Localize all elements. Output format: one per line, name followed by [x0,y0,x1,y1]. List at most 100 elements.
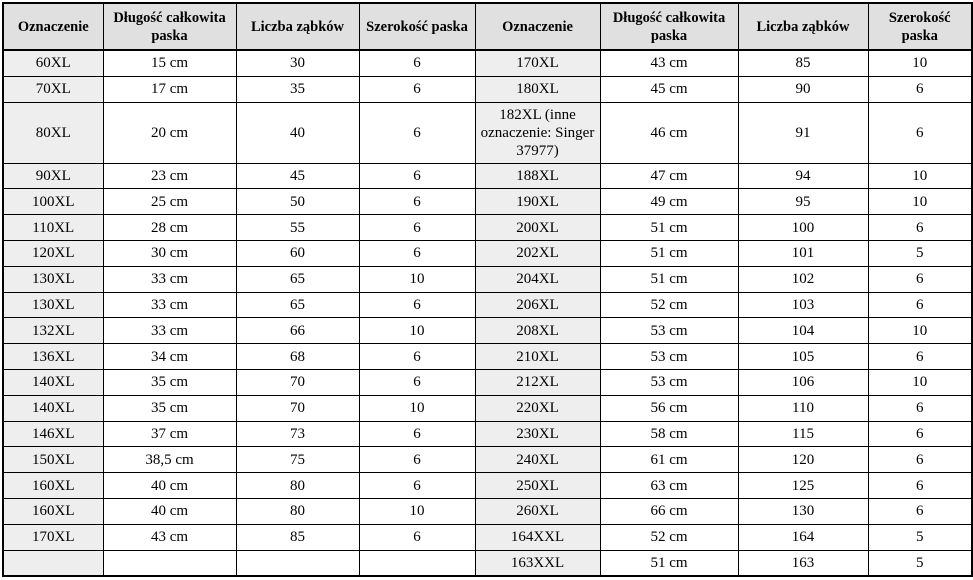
cell-dlugosc: 28 cm [102,214,237,241]
cell-oznaczenie: 182XL (inne oznaczenie: Singer 37977) [474,101,601,164]
column-header-liczba-zabkow: Liczba ząbków [235,2,360,51]
cell-szerokosc: 6 [358,291,476,319]
table-row: 110XL 28 cm 55 6 200XL 51 cm 100 6 [2,214,973,241]
table-row: 80XL 20 cm 40 6 182XL (inne oznaczenie: Sing… [2,101,973,164]
cell-szerokosc: 10 [358,265,476,293]
cell-dlugosc: 43 cm [102,523,237,551]
cell-liczba-zabkow: 100 [737,214,869,241]
cell-dlugosc: 49 cm [599,188,739,216]
cell-dlugosc: 37 cm [102,420,237,448]
cell-liczba-zabkow: 80 [235,472,360,499]
cell-oznaczenie: 212XL [474,368,601,396]
cell-szerokosc: 6 [867,497,973,525]
table-row: 60XL 15 cm 30 6 170XL 43 cm 85 10 [2,49,973,77]
cell-szerokosc: 6 [358,214,476,241]
cell-dlugosc: 35 cm [102,368,237,396]
cell-dlugosc: 61 cm [599,446,739,474]
cell-dlugosc: 20 cm [102,101,237,164]
cell-oznaczenie: 220XL [474,394,601,422]
cell-szerokosc: 6 [867,265,973,293]
cell-oznaczenie: 80XL [2,101,104,164]
cell-oznaczenie: 210XL [474,343,601,370]
column-header-dlugosc: Długość całkowita paska [102,2,237,51]
cell-liczba-zabkow: 91 [737,101,869,164]
cell-szerokosc: 6 [867,214,973,241]
cell-liczba-zabkow: 75 [235,446,360,474]
cell-oznaczenie: 230XL [474,420,601,448]
cell-dlugosc: 33 cm [102,291,237,319]
column-header-oznaczenie: Oznaczenie [2,2,104,51]
table-row: 136XL 34 cm 68 6 210XL 53 cm 105 6 [2,343,973,370]
cell-oznaczenie: 150XL [2,446,104,474]
table-row: 160XL 40 cm 80 10 260XL 66 cm 130 6 [2,497,973,525]
cell-szerokosc: 10 [358,317,476,345]
cell-oznaczenie: 250XL [474,472,601,499]
cell-dlugosc: 53 cm [599,368,739,396]
cell-oznaczenie: 130XL [2,291,104,319]
cell-dlugosc: 63 cm [599,472,739,499]
table-row: 163XXL 51 cm 163 5 [2,549,973,577]
table-row: 100XL 25 cm 50 6 190XL 49 cm 95 10 [2,188,973,216]
column-header-szerokosc: Szerokość paska [358,2,476,51]
cell-dlugosc: 15 cm [102,49,237,77]
cell-liczba-zabkow: 125 [737,472,869,499]
table-row: 90XL 23 cm 45 6 188XL 47 cm 94 10 [2,162,973,190]
cell-szerokosc: 6 [867,394,973,422]
cell-dlugosc: 35 cm [102,394,237,422]
cell-oznaczenie: 120XL [2,239,104,267]
cell-szerokosc: 6 [358,49,476,77]
cell-liczba-zabkow: 90 [737,75,869,103]
cell-dlugosc: 51 cm [599,265,739,293]
cell-szerokosc: 6 [358,472,476,499]
cell-szerokosc: 6 [358,239,476,267]
cell-dlugosc: 51 cm [599,239,739,267]
cell-dlugosc: 52 cm [599,523,739,551]
cell-oznaczenie: 204XL [474,265,601,293]
table-row: 146XL 37 cm 73 6 230XL 58 cm 115 6 [2,420,973,448]
cell-szerokosc: 6 [867,101,973,164]
table-row: 170XL 43 cm 85 6 164XXL 52 cm 164 5 [2,523,973,551]
cell-szerokosc [358,549,476,577]
cell-szerokosc: 6 [358,446,476,474]
cell-liczba-zabkow: 164 [737,523,869,551]
cell-liczba-zabkow: 73 [235,420,360,448]
table-row: 70XL 17 cm 35 6 180XL 45 cm 90 6 [2,75,973,103]
cell-szerokosc: 6 [358,188,476,216]
cell-oznaczenie: 164XXL [474,523,601,551]
cell-szerokosc: 5 [867,549,973,577]
column-header-szerokosc: Szerokość paska [867,2,973,51]
cell-szerokosc: 6 [867,472,973,499]
cell-liczba-zabkow: 50 [235,188,360,216]
cell-liczba-zabkow: 80 [235,497,360,525]
cell-liczba-zabkow: 163 [737,549,869,577]
cell-dlugosc: 56 cm [599,394,739,422]
cell-szerokosc: 6 [358,523,476,551]
cell-szerokosc: 6 [358,420,476,448]
cell-liczba-zabkow: 70 [235,368,360,396]
table-row: 120XL 30 cm 60 6 202XL 51 cm 101 5 [2,239,973,267]
cell-dlugosc: 66 cm [599,497,739,525]
cell-liczba-zabkow: 106 [737,368,869,396]
cell-szerokosc: 5 [867,239,973,267]
cell-dlugosc: 33 cm [102,317,237,345]
cell-liczba-zabkow: 65 [235,265,360,293]
cell-liczba-zabkow: 101 [737,239,869,267]
cell-oznaczenie: 180XL [474,75,601,103]
cell-dlugosc: 30 cm [102,239,237,267]
cell-dlugosc: 51 cm [599,214,739,241]
cell-szerokosc: 10 [867,188,973,216]
cell-szerokosc: 6 [867,291,973,319]
cell-liczba-zabkow: 130 [737,497,869,525]
cell-szerokosc: 6 [358,162,476,190]
cell-oznaczenie: 140XL [2,394,104,422]
cell-szerokosc: 6 [867,343,973,370]
cell-dlugosc: 40 cm [102,497,237,525]
cell-liczba-zabkow: 104 [737,317,869,345]
cell-liczba-zabkow: 68 [235,343,360,370]
cell-oznaczenie [2,549,104,577]
cell-liczba-zabkow: 45 [235,162,360,190]
cell-oznaczenie: 70XL [2,75,104,103]
cell-oznaczenie: 240XL [474,446,601,474]
cell-oznaczenie: 100XL [2,188,104,216]
cell-liczba-zabkow: 105 [737,343,869,370]
